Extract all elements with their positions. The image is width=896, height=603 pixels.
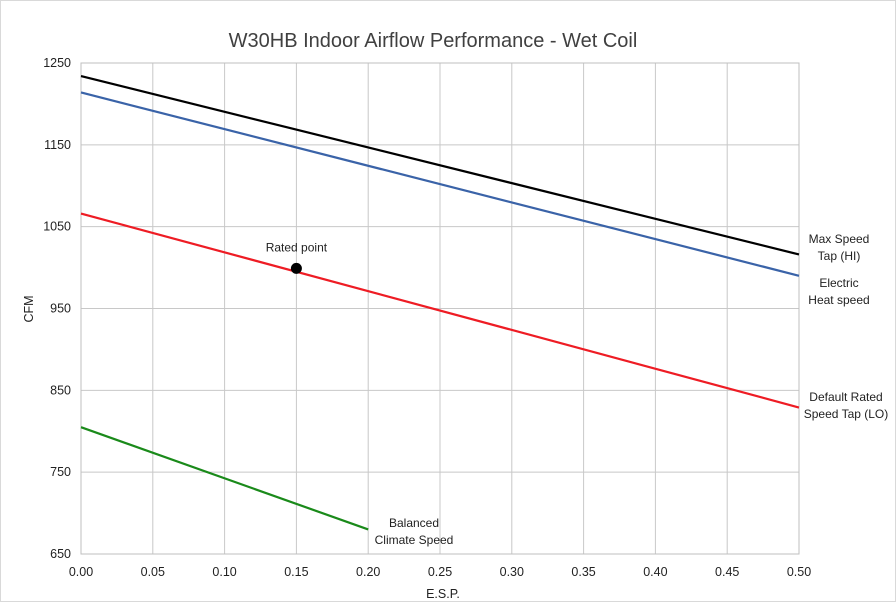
series-label-line: Tap (HI) xyxy=(818,249,861,263)
x-tick-label: 0.35 xyxy=(571,565,595,579)
y-tick-label: 850 xyxy=(50,383,71,397)
series-label-line: Max Speed xyxy=(809,232,870,246)
y-tick-label: 1250 xyxy=(43,56,71,70)
y-tick-label: 650 xyxy=(50,547,71,561)
y-axis-label: CFM xyxy=(22,295,36,322)
y-tick-label: 1150 xyxy=(44,138,71,152)
series-label-0: Max Speed Tap (HI) xyxy=(809,232,870,263)
y-tick-label: 1050 xyxy=(43,220,71,234)
y-tick-label: 750 xyxy=(50,465,71,479)
x-tick-label: 0.10 xyxy=(212,565,236,579)
plot-area xyxy=(80,62,800,555)
x-tick-label: 0.40 xyxy=(643,565,667,579)
x-tick-label: 0.05 xyxy=(141,565,165,579)
series-line-2 xyxy=(80,212,800,409)
series-label-line: Default Rated xyxy=(809,390,882,404)
series-label-line: Heat speed xyxy=(808,293,869,307)
grid-layer xyxy=(80,62,800,555)
series-line-3 xyxy=(80,426,369,531)
x-tick-label: 0.50 xyxy=(787,565,811,579)
x-tick-label: 0.30 xyxy=(500,565,524,579)
series-label-2: Default Rated Speed Tap (LO) xyxy=(804,390,889,421)
series-labels: Max Speed Tap (HI) Electric Heat speed Defau… xyxy=(375,232,889,547)
series-label-line: Balanced xyxy=(389,516,439,530)
series-label-1: Electric Heat speed xyxy=(808,276,869,307)
series-label-3: Balanced Climate Speed xyxy=(375,516,454,547)
x-tick-label: 0.15 xyxy=(284,565,308,579)
x-tick-label: 0.00 xyxy=(69,565,93,579)
series-line-0 xyxy=(80,75,800,256)
x-tick-label: 0.25 xyxy=(428,565,452,579)
rated-point-label: Rated point xyxy=(266,240,328,254)
series-layer xyxy=(80,75,800,531)
series-label-line: Climate Speed xyxy=(375,533,454,547)
chart-title: W30HB Indoor Airflow Performance - Wet C… xyxy=(229,30,638,52)
y-tick-labels: 650 750 850 950 1050 1150 1250 xyxy=(43,56,71,561)
rated-point-marker xyxy=(290,262,302,274)
series-label-line: Electric xyxy=(819,276,858,290)
x-axis-label: E.S.P. xyxy=(426,587,460,601)
x-tick-label: 0.20 xyxy=(356,565,380,579)
y-tick-label: 950 xyxy=(50,302,71,316)
x-tick-label: 0.45 xyxy=(715,565,739,579)
x-tick-labels: 0.00 0.05 0.10 0.15 0.20 0.25 0.30 0.35 0.40 0.45… xyxy=(69,565,811,579)
series-label-line: Speed Tap (LO) xyxy=(804,407,889,421)
series-line-1 xyxy=(80,91,800,277)
annotation-layer: Rated point xyxy=(266,240,328,274)
